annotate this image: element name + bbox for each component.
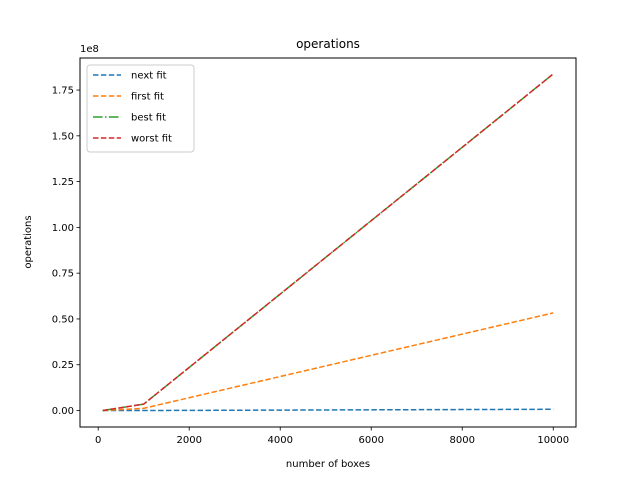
x-tick-label: 0 [95, 435, 101, 446]
y-axis-label: operations [23, 215, 34, 268]
x-axis-label: number of boxes [286, 459, 370, 470]
plot-frame [79, 57, 577, 428]
legend-entry: first fit [131, 92, 164, 103]
x-tick-label: 4000 [267, 435, 292, 446]
x-tick-label: 2000 [176, 435, 201, 446]
y-tick-label: 0.75 [52, 269, 74, 280]
series-line-worst-fit [102, 73, 554, 412]
y-tick-label: 0.25 [52, 360, 74, 371]
y-axis-ticks: 0.00 0.25 0.50 0.75 1.00 1.25 1.50 1.75 [52, 86, 80, 417]
legend-entry: next fit [131, 71, 167, 82]
y-tick-label: 1.75 [52, 86, 74, 97]
plot-lines [102, 73, 554, 412]
x-tick-label: 10000 [537, 435, 569, 446]
series-line-first-fit [102, 312, 554, 412]
y-offset-label: 1e8 [80, 44, 99, 55]
y-tick-label: 1.50 [52, 131, 74, 142]
y-tick-label: 0.50 [52, 314, 74, 325]
chart-title: operations [296, 37, 360, 51]
legend-entry: best fit [131, 113, 166, 124]
legend-box [86, 64, 195, 153]
x-tick-label: 6000 [359, 435, 384, 446]
legend-entry: worst fit [131, 134, 172, 145]
x-tick-label: 8000 [450, 435, 475, 446]
y-tick-label: 1.00 [52, 223, 74, 234]
x-axis-ticks: 0 2000 4000 6000 8000 10000 [95, 427, 569, 446]
series-line-next-fit [102, 408, 554, 412]
legend: next fit first fit best fit worst fit [86, 64, 195, 153]
y-tick-label: 1.25 [52, 177, 74, 188]
y-tick-label: 0.00 [52, 406, 74, 417]
